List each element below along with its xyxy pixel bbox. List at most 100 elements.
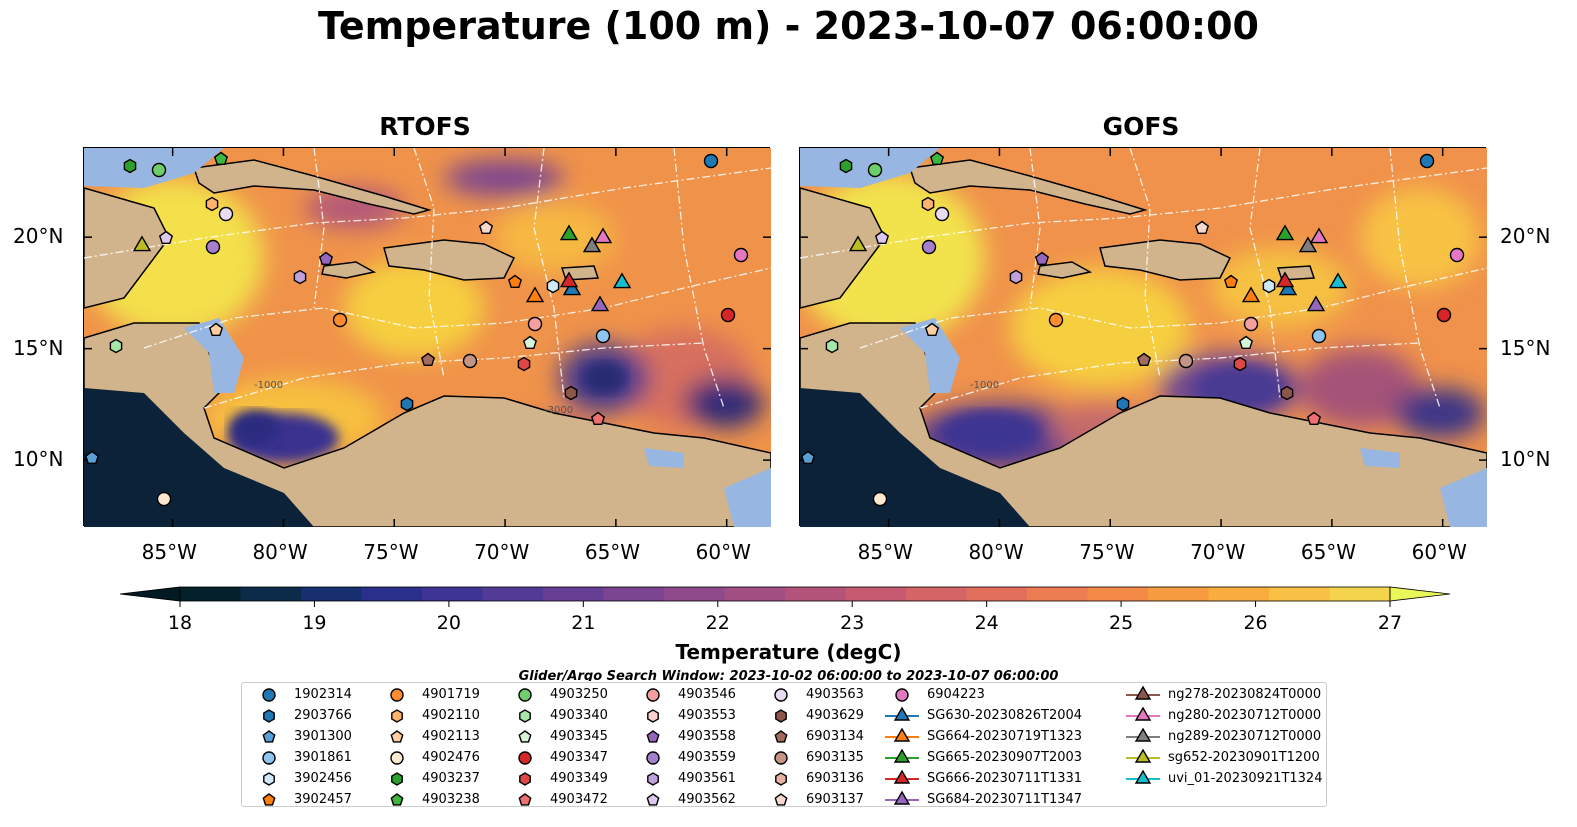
svg-text:-1000: -1000 xyxy=(970,380,999,391)
legend-marker-icon xyxy=(390,688,404,702)
float-marker-4902110 xyxy=(205,196,219,212)
float-marker-2903766 xyxy=(400,396,414,412)
colorbar-segment xyxy=(966,587,1028,601)
legend-label: 4903561 xyxy=(678,771,736,786)
float-marker-4903546 xyxy=(1243,316,1259,332)
legend-marker-icon xyxy=(647,772,659,786)
legend-marker xyxy=(390,730,404,743)
legend-marker xyxy=(391,772,403,786)
float-marker-4903559 xyxy=(205,239,221,255)
colorbar-tick-label: 20 xyxy=(436,612,461,634)
colorbar-tick-label: 27 xyxy=(1377,612,1403,634)
legend-marker-icon xyxy=(263,709,275,723)
float-marker-ng289-20230712T0000 xyxy=(582,236,602,253)
lon-tick-label: 75°W xyxy=(1079,540,1135,564)
legend-marker-icon xyxy=(646,688,660,702)
colorbar-segment xyxy=(361,587,423,601)
legend-marker-icon xyxy=(262,688,276,702)
legend-marker-icon xyxy=(885,706,919,721)
colorbar-tick-label: 24 xyxy=(974,612,999,634)
legend-marker xyxy=(263,709,275,723)
legend-marker-icon xyxy=(1126,727,1160,742)
legend-label: 4903250 xyxy=(550,687,608,702)
colorbar-tick-label: 22 xyxy=(705,612,730,634)
legend-marker xyxy=(895,688,909,702)
legend-marker-icon xyxy=(774,688,788,702)
legend-marker-icon xyxy=(390,793,404,806)
float-marker-1902314 xyxy=(703,153,719,169)
legend-marker-icon xyxy=(646,793,660,806)
float-marker-6904223 xyxy=(1449,247,1465,263)
colorbar-label: Temperature (degC) xyxy=(675,640,902,664)
colorbar-frame xyxy=(179,586,1391,602)
float-marker-3902457 xyxy=(507,274,523,289)
float-marker-4902113 xyxy=(924,322,940,337)
float-marker-4902476 xyxy=(872,491,888,507)
legend-marker xyxy=(262,688,276,702)
legend-marker xyxy=(774,688,788,702)
colorbar-segment xyxy=(543,587,604,601)
legend-label: SG666-20230711T1331 xyxy=(927,771,1083,786)
colorbar-segment xyxy=(1087,587,1149,601)
legend-label: ng278-20230824T0000 xyxy=(1168,687,1322,702)
float-marker-4902113 xyxy=(208,322,224,337)
float-marker-4903629 xyxy=(564,385,578,401)
legend-marker xyxy=(774,751,788,765)
legend-label: 3901300 xyxy=(294,729,352,744)
colorbar-segment xyxy=(422,587,483,601)
float-marker-4903345 xyxy=(1238,335,1254,350)
float-marker-sg652-20230901T1200 xyxy=(132,235,152,252)
colorbar-tick-label: 18 xyxy=(167,612,193,634)
legend-marker-icon xyxy=(390,751,404,765)
legend-marker xyxy=(893,769,911,784)
float-marker-SG664-20230719T1323 xyxy=(525,286,545,303)
legend-marker xyxy=(774,730,788,743)
float-marker-4903546 xyxy=(527,316,543,332)
legend-label: SG665-20230907T2003 xyxy=(927,750,1083,765)
gofs-temperature-map: -1000 xyxy=(795,147,1488,528)
float-marker-SG664-20230719T1323 xyxy=(1241,286,1261,303)
float-marker-6904223 xyxy=(733,247,749,263)
legend-label: 4903472 xyxy=(550,792,608,807)
float-marker-4901719 xyxy=(332,312,348,328)
float-marker-4903237 xyxy=(839,158,853,174)
legend-marker-icon xyxy=(774,793,788,806)
legend-label: 1902314 xyxy=(294,687,352,702)
legend-label: 4902476 xyxy=(422,750,480,765)
legend-label: 4903562 xyxy=(678,792,736,807)
legend-marker-icon xyxy=(885,769,919,784)
legend-label: 6904223 xyxy=(927,687,985,702)
legend-label: 4903345 xyxy=(550,729,608,744)
map-panel-gofs: -1000 xyxy=(795,147,1488,528)
legend-label: 3902456 xyxy=(294,771,352,786)
float-marker-4903629 xyxy=(1280,385,1294,401)
legend-label: 6903136 xyxy=(806,771,864,786)
legend-marker xyxy=(893,748,911,763)
lon-tick-label: 70°W xyxy=(474,540,530,564)
legend-label: 3902457 xyxy=(294,792,352,807)
legend-label: 4903349 xyxy=(550,771,608,786)
lon-tick-label: 65°W xyxy=(584,540,641,564)
legend-label: 4903553 xyxy=(678,708,736,723)
legend-marker-icon xyxy=(895,688,909,702)
float-marker-4903347 xyxy=(720,307,736,323)
float-marker-ng280-20230712T0000 xyxy=(1309,227,1329,244)
legend-marker-icon xyxy=(1126,769,1160,784)
legend-marker xyxy=(518,730,532,743)
legend-label: 6903135 xyxy=(806,750,864,765)
legend-marker xyxy=(390,688,404,702)
legend-marker xyxy=(518,793,532,806)
colorbar-segment xyxy=(664,587,725,601)
colorbar-segment xyxy=(1148,587,1209,601)
legend-marker xyxy=(775,709,787,723)
float-marker-4903250 xyxy=(151,162,167,178)
lon-tick-label: 75°W xyxy=(363,540,419,564)
legend-label: 4902113 xyxy=(422,729,480,744)
float-marker-SG665-20230907T2003 xyxy=(559,224,579,241)
legend-marker-icon xyxy=(518,730,532,743)
colorbar-tick-label: 21 xyxy=(571,612,596,634)
legend-marker xyxy=(775,772,787,786)
legend-marker-icon xyxy=(885,748,919,763)
colorbar-segment xyxy=(785,587,846,601)
float-marker-SG684-20230711T1347 xyxy=(1306,295,1326,312)
